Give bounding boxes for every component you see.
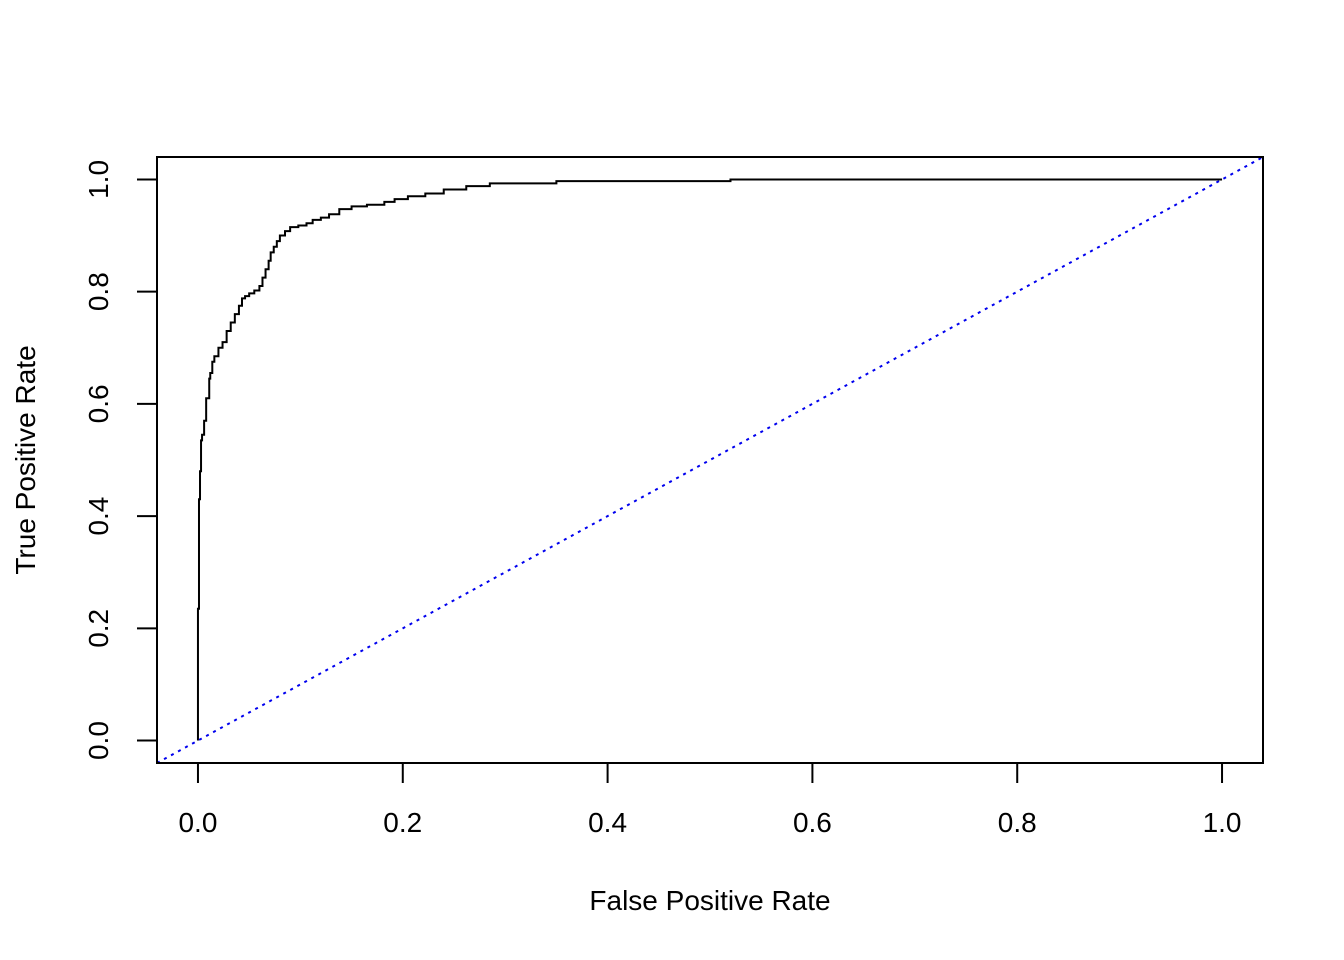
x-tick-label: 0.6 xyxy=(793,807,832,838)
chance-diagonal-line xyxy=(156,156,1264,764)
x-tick-label: 0.2 xyxy=(383,807,422,838)
roc-curve-line xyxy=(196,178,1223,741)
x-tick-label: 0.4 xyxy=(588,807,627,838)
x-tick-label: 1.0 xyxy=(1203,807,1242,838)
y-axis: 0.0 0.2 0.4 0.6 0.8 1.0 xyxy=(83,160,158,760)
x-axis-label: False Positive Rate xyxy=(589,885,830,916)
y-tick-label: 0.8 xyxy=(83,272,114,311)
y-tick-label: 0.0 xyxy=(83,721,114,760)
x-tick-label: 0.0 xyxy=(178,807,217,838)
y-tick-label: 0.2 xyxy=(83,609,114,648)
y-tick-label: 0.6 xyxy=(83,384,114,423)
y-tick-label: 0.4 xyxy=(83,497,114,536)
plot-area xyxy=(156,156,1264,764)
x-axis: 0.0 0.2 0.4 0.6 0.8 1.0 xyxy=(178,762,1242,838)
y-tick-label: 1.0 xyxy=(83,160,114,199)
x-tick-label: 0.8 xyxy=(998,807,1037,838)
y-axis-label: True Positive Rate xyxy=(10,345,41,574)
